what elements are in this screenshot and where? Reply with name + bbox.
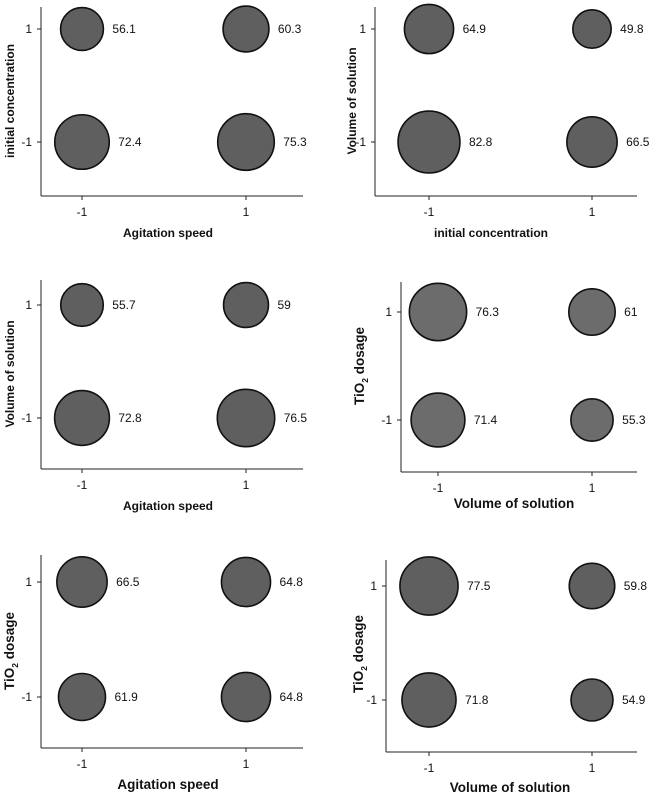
bubble bbox=[568, 288, 616, 336]
x-tick-label: 1 bbox=[589, 761, 596, 775]
bubble bbox=[216, 112, 276, 172]
bubble-panel-1: 1 -1 -1 1 56.1 60.3 72.4 75.3 Agitation speed ini… bbox=[3, 5, 307, 240]
x-tick-label: 1 bbox=[243, 478, 250, 492]
bubble-value-label: 75.3 bbox=[283, 135, 307, 149]
bubble-value-label: 76.3 bbox=[476, 305, 500, 319]
bubble-value-label: 64.9 bbox=[463, 22, 487, 36]
bubble bbox=[59, 282, 105, 328]
y-axis-title: initial concentration bbox=[3, 44, 17, 158]
bubble bbox=[57, 672, 107, 722]
x-tick-label: -1 bbox=[77, 757, 88, 771]
y-tick-label: 1 bbox=[25, 575, 32, 589]
x-tick-label: -1 bbox=[424, 761, 435, 775]
bubble bbox=[568, 562, 616, 610]
bubble bbox=[220, 671, 272, 723]
y-tick-label: 1 bbox=[25, 22, 32, 36]
y-axis-title: TiO2 dosage bbox=[352, 327, 370, 406]
y-tick-label: -1 bbox=[381, 413, 392, 427]
bubble bbox=[397, 110, 461, 174]
bubble bbox=[570, 678, 614, 722]
bubble bbox=[220, 556, 272, 608]
x-tick-label: -1 bbox=[424, 205, 435, 219]
x-axis-title: Agitation speed bbox=[123, 499, 213, 513]
y-tick-label: -1 bbox=[21, 411, 32, 425]
bubble-value-label: 61.9 bbox=[114, 690, 138, 704]
bubble bbox=[53, 113, 111, 171]
y-axis-title: Volume of solution bbox=[3, 320, 17, 427]
bubble-panel-2: 1 -1 -1 1 64.9 49.8 82.8 66.5 initial concentrat… bbox=[345, 3, 649, 240]
bubble-panel-3: 1 -1 -1 1 55.7 59 72.8 76.5 Agitation speed Volum… bbox=[3, 280, 307, 513]
bubble-value-label: 59.8 bbox=[624, 579, 648, 593]
bubble bbox=[56, 556, 108, 608]
bubble-panel-6: 1 -1 -1 1 77.5 59.8 71.8 54.9 Volume of solution… bbox=[351, 556, 648, 795]
bubble-value-label: 55.3 bbox=[622, 413, 646, 427]
y-axis-title: Volume of solution bbox=[345, 47, 359, 154]
bubble-panel-4: 1 -1 -1 1 76.3 61 71.4 55.3 Volume of solution Ti… bbox=[352, 282, 646, 511]
x-tick-label: -1 bbox=[77, 478, 88, 492]
bubble-value-label: 64.8 bbox=[280, 575, 304, 589]
bubble bbox=[572, 9, 612, 49]
bubble bbox=[566, 116, 618, 168]
bubble-value-label: 56.1 bbox=[112, 22, 136, 36]
bubble-value-label: 82.8 bbox=[469, 135, 493, 149]
y-tick-label: 1 bbox=[385, 305, 392, 319]
bubble-value-label: 66.5 bbox=[626, 135, 649, 149]
x-tick-label: -1 bbox=[77, 205, 88, 219]
x-tick-label: -1 bbox=[433, 481, 444, 495]
x-axis-title: initial concentration bbox=[434, 226, 548, 240]
bubble bbox=[570, 398, 614, 442]
y-tick-label: 1 bbox=[370, 579, 377, 593]
y-tick-label: 1 bbox=[359, 22, 366, 36]
bubble-value-label: 76.5 bbox=[284, 411, 308, 425]
x-axis-title: Volume of solution bbox=[454, 496, 575, 511]
bubble bbox=[216, 388, 276, 448]
x-tick-label: 1 bbox=[589, 481, 596, 495]
y-tick-label: -1 bbox=[366, 693, 377, 707]
bubble-value-label: 64.8 bbox=[280, 690, 304, 704]
y-tick-label: -1 bbox=[21, 135, 32, 149]
bubble-value-label: 77.5 bbox=[467, 579, 491, 593]
bubble-value-label: 71.4 bbox=[474, 413, 498, 427]
x-axis-title: Volume of solution bbox=[450, 780, 571, 795]
bubble-value-label: 72.4 bbox=[118, 135, 142, 149]
bubble bbox=[408, 282, 468, 342]
bubble-value-label: 49.8 bbox=[620, 22, 644, 36]
bubble bbox=[399, 556, 459, 616]
bubble-value-label: 55.7 bbox=[112, 298, 136, 312]
bubble bbox=[222, 5, 270, 53]
bubble bbox=[53, 389, 111, 447]
bubble bbox=[222, 281, 270, 329]
y-axis-title: TiO2 dosage bbox=[351, 615, 369, 694]
y-tick-label: 1 bbox=[25, 298, 32, 312]
x-tick-label: 1 bbox=[243, 757, 250, 771]
bubble-value-label: 66.5 bbox=[116, 575, 140, 589]
x-axis-title: Agitation speed bbox=[117, 777, 218, 792]
y-axis-title: TiO2 dosage bbox=[2, 612, 20, 691]
bubble-value-label: 60.3 bbox=[278, 22, 302, 36]
x-tick-label: 1 bbox=[243, 205, 250, 219]
bubble bbox=[410, 392, 466, 448]
y-tick-label: -1 bbox=[21, 690, 32, 704]
bubble-value-label: 54.9 bbox=[622, 693, 646, 707]
bubble-value-label: 71.8 bbox=[465, 693, 489, 707]
x-tick-label: 1 bbox=[589, 205, 596, 219]
bubble-value-label: 59 bbox=[277, 298, 291, 312]
y-tick-label: -1 bbox=[355, 135, 366, 149]
bubble-value-label: 72.8 bbox=[118, 411, 142, 425]
bubble-panel-5: 1 -1 -1 1 66.5 64.8 61.9 64.8 Agitation speed TiO… bbox=[2, 555, 303, 792]
bubble bbox=[59, 6, 105, 52]
bubble bbox=[401, 672, 457, 728]
x-axis-title: Agitation speed bbox=[123, 226, 213, 240]
bubble bbox=[403, 3, 455, 55]
bubble-value-label: 61 bbox=[624, 305, 638, 319]
